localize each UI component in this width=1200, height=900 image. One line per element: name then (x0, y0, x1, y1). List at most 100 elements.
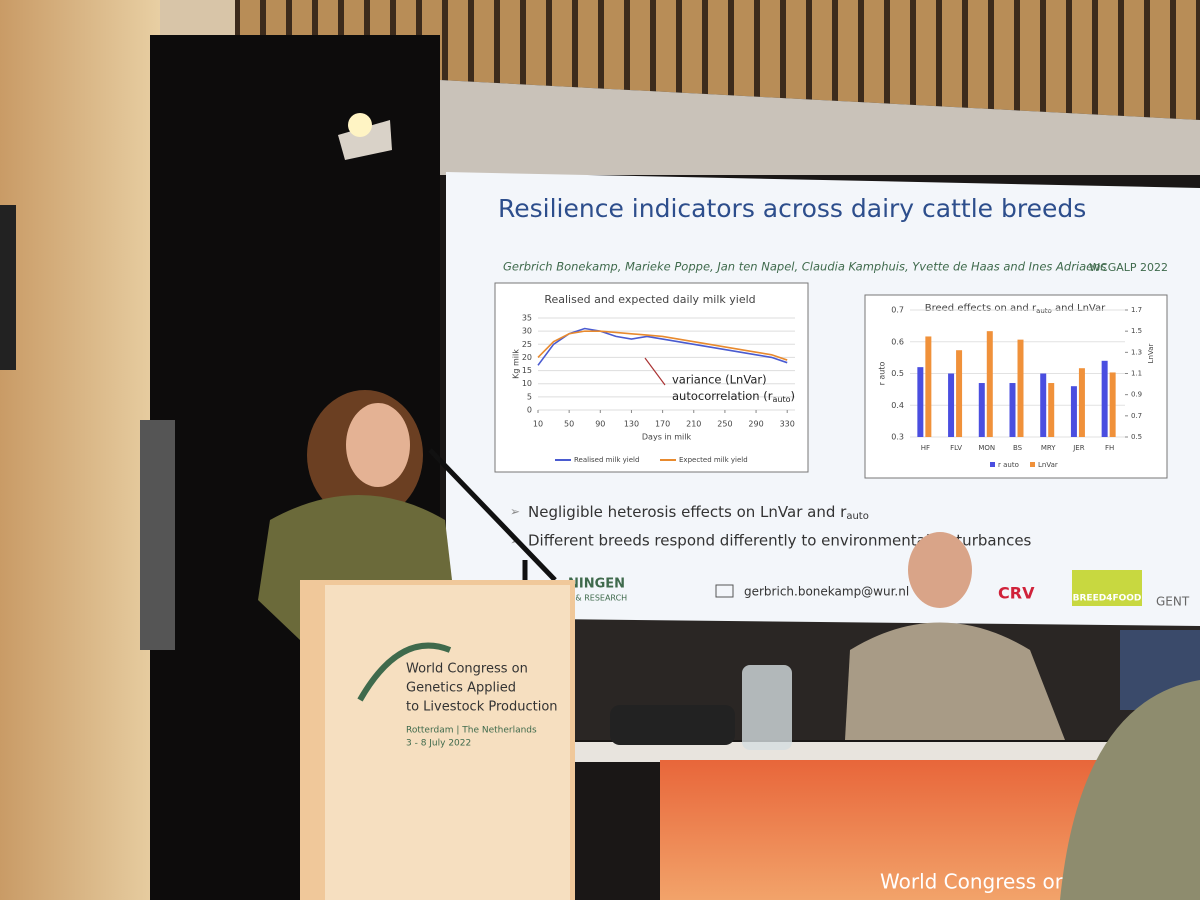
y2-tick-label: 0.9 (1131, 391, 1142, 399)
bar (1078, 368, 1085, 437)
mail-icon (715, 584, 734, 598)
x-tick-label: 90 (595, 420, 605, 429)
bar (1048, 383, 1055, 437)
chart-frame (494, 282, 809, 473)
y-tick-label: 5 (527, 392, 532, 401)
legend-label: Expected milk yield (679, 456, 748, 464)
bullet-sub: auto (846, 511, 869, 522)
slide-title: Resilience indicators across dairy cattl… (498, 194, 1086, 223)
podium-dates: 3 - 8 July 2022 (406, 739, 471, 749)
bar (1009, 383, 1016, 437)
x-tick-label: FLV (950, 444, 962, 452)
bullet: Different breeds respond differently to … (528, 532, 1032, 550)
y-tick-label: 35 (522, 314, 532, 323)
logo: GENT (1156, 595, 1190, 609)
y2-tick-label: 1.3 (1131, 348, 1142, 356)
logo-text: NINGEN (568, 577, 625, 592)
x-tick-label: MON (978, 444, 995, 452)
legend-label: r auto (998, 461, 1019, 469)
y-tick-label: 0.6 (891, 337, 904, 346)
face (346, 403, 410, 487)
title-part: and LnVar (1052, 303, 1106, 314)
legend-swatch (1030, 462, 1035, 467)
bar (1017, 339, 1024, 437)
bar (917, 367, 924, 437)
chart-title: Realised and expected daily milk yield (544, 293, 755, 306)
authors: Gerbrich Bonekamp, Marieke Poppe, Jan te… (503, 260, 1107, 274)
y2-tick-label: 0.5 (1131, 433, 1142, 441)
podium-text: to Livestock Production (406, 700, 558, 715)
y-tick-label: 0.4 (891, 401, 904, 410)
x-tick-label: 290 (748, 420, 763, 429)
bar (1101, 360, 1108, 437)
podium-text: Genetics Applied (406, 681, 516, 696)
y-axis-label: Kg milk (512, 349, 521, 379)
x-tick-label: 330 (780, 420, 795, 429)
chart-frame (864, 294, 1168, 479)
mic-boom (428, 448, 557, 582)
y-tick-label: 0.5 (891, 369, 904, 378)
panelist-jacket (845, 622, 1065, 740)
annotation: variance (LnVar) (672, 373, 767, 387)
bag (610, 705, 735, 745)
bullet-text: Negligible heterosis effects on LnVar an… (528, 503, 847, 521)
x-tick-label: BS (1013, 444, 1023, 452)
x-tick-label: MRY (1041, 444, 1056, 452)
y2-axis-label: LnVar (1147, 344, 1155, 364)
x-tick-label: 210 (686, 420, 701, 429)
podium-text: World Congress on (406, 662, 528, 677)
bar (925, 336, 932, 437)
y-tick-label: 10 (522, 379, 532, 388)
logo: BREED4FOOD (1073, 594, 1142, 604)
y-tick-label: 0 (527, 406, 532, 415)
left-wall (0, 0, 160, 900)
spotlight-lamp (348, 113, 372, 137)
x-tick-label: FH (1105, 444, 1114, 452)
bullet-marker: ➢ (510, 505, 520, 519)
y-tick-label: 30 (522, 327, 532, 336)
banner-text: World Congress on (880, 870, 1067, 894)
legend-label: Realised milk yield (574, 456, 639, 464)
y2-tick-label: 1.7 (1131, 306, 1142, 314)
x-tick-label: 250 (717, 420, 732, 429)
door (140, 420, 175, 650)
x-tick-label: 130 (624, 420, 639, 429)
bar (956, 350, 963, 437)
logo-text: Y & RESEARCH (567, 594, 627, 603)
x-tick-label: 10 (533, 420, 543, 429)
annotation-part: autocorrelation (r (672, 389, 773, 403)
y-tick-label: 0.3 (891, 433, 904, 442)
annotation-arrow (644, 357, 666, 386)
table (575, 742, 1120, 762)
upper-wall (440, 80, 1200, 175)
speaker (0, 205, 16, 370)
y2-tick-label: 1.1 (1131, 370, 1142, 378)
slide-content: Resilience indicators across dairy cattl… (494, 194, 1190, 609)
logo-box (1072, 570, 1142, 606)
bullet: Negligible heterosis effects on LnVar an… (528, 503, 869, 523)
bar (986, 331, 993, 437)
chart-title: Breed effects on and rauto and LnVar (925, 303, 1106, 315)
x-tick-label: HF (921, 444, 930, 452)
y-tick-label: 15 (522, 366, 532, 375)
email: gerbrich.bonekamp@wur.nl (744, 585, 909, 599)
legend-label: LnVar (1038, 461, 1058, 469)
event-tag: WCGALP 2022 (1089, 261, 1168, 274)
y-tick-label: 25 (522, 340, 532, 349)
legend-swatch (990, 462, 995, 467)
bar (948, 373, 955, 437)
banner (660, 760, 1110, 900)
x-tick-label: 50 (564, 420, 574, 429)
ceiling (235, 0, 1200, 120)
logo: CRV (998, 584, 1035, 603)
y2-tick-label: 0.7 (1131, 412, 1142, 420)
series-line (537, 327, 788, 366)
annotation-part: ) (790, 389, 795, 403)
x-axis-label: Days in milk (642, 433, 692, 442)
y-tick-label: 0.7 (891, 306, 904, 315)
y-tick-label: 20 (522, 353, 532, 362)
podium-place: Rotterdam | The Netherlands (406, 726, 537, 736)
panelist-head (908, 532, 972, 608)
title-part: Breed effects on and r (925, 303, 1037, 314)
